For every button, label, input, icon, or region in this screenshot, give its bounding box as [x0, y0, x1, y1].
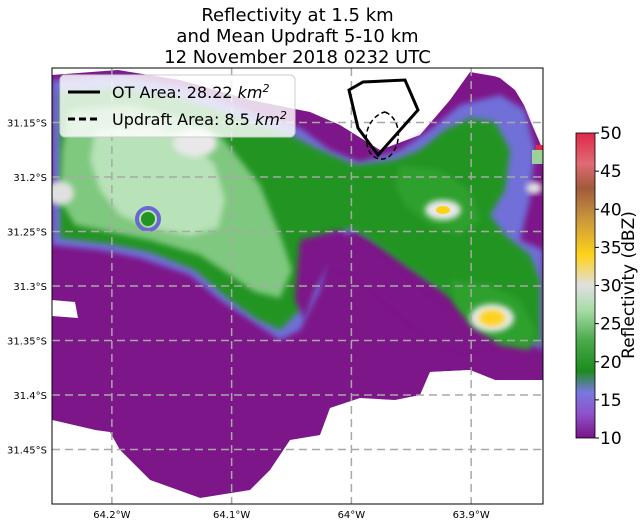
chart-title: Reflectivity at 1.5 km and Mean Updraft …: [52, 5, 543, 68]
y-tick-label: 31.35°S: [7, 337, 47, 348]
y-tick-label: 31.2°S: [13, 173, 47, 184]
colorbar: 10 15 20 25 30 35 40 45 50 Reflectivity (dBZ): [575, 124, 639, 449]
colorbar-tick-label: 30: [600, 277, 622, 297]
x-tick-label: 63.9°W: [453, 510, 490, 521]
x-tick-label: 64.1°W: [213, 510, 250, 521]
colorbar-label: Reflectivity (dBZ): [619, 211, 639, 359]
ot-area-contour: [347, 78, 420, 158]
colorbar-ticks: 10 15 20 25 30 35 40 45 50: [595, 124, 622, 449]
x-tick-label: 64°W: [338, 510, 366, 521]
colorbar-tick-label: 10: [600, 429, 622, 449]
colorbar-tick-label: 45: [600, 162, 622, 182]
legend: OT Area: 28.22 km2 Updraft Area: 8.5 km2: [59, 74, 296, 138]
y-tick-label: 31.4°S: [13, 391, 47, 402]
y-tick-label: 31.25°S: [7, 228, 47, 239]
y-tick-label: 31.45°S: [7, 446, 47, 457]
colorbar-tick-label: 15: [600, 391, 622, 411]
x-tick-label: 64.2°W: [93, 510, 130, 521]
colorbar-gradient: [575, 132, 596, 439]
colorbar-tick-label: 20: [600, 353, 622, 373]
title-line-3: 12 November 2018 0232 UTC: [164, 47, 431, 68]
legend-ot-label: OT Area: 28.22 km2: [112, 82, 270, 103]
colorbar-tick-label: 35: [600, 238, 622, 258]
title-line-1: Reflectivity at 1.5 km: [201, 5, 394, 26]
colorbar-tick-label: 40: [600, 200, 622, 220]
colorbar-tick-label: 25: [600, 315, 622, 335]
legend-updraft-label: Updraft Area: 8.5 km2: [112, 109, 287, 130]
legend-box: [59, 74, 296, 138]
title-line-2: and Mean Updraft 5-10 km: [176, 26, 419, 47]
y-tick-label: 31.15°S: [7, 119, 47, 130]
colorbar-tick-label: 50: [600, 124, 622, 144]
plot-frame: [51, 67, 544, 505]
y-tick-labels: 31.15°S 31.2°S 31.25°S 31.3°S 31.35°S 31.4°S 3…: [7, 119, 47, 457]
gridlines: [52, 68, 543, 504]
y-tick-label: 31.3°S: [13, 282, 47, 293]
x-tick-labels: 64.2°W 64.1°W 64°W 63.9°W: [93, 510, 490, 521]
